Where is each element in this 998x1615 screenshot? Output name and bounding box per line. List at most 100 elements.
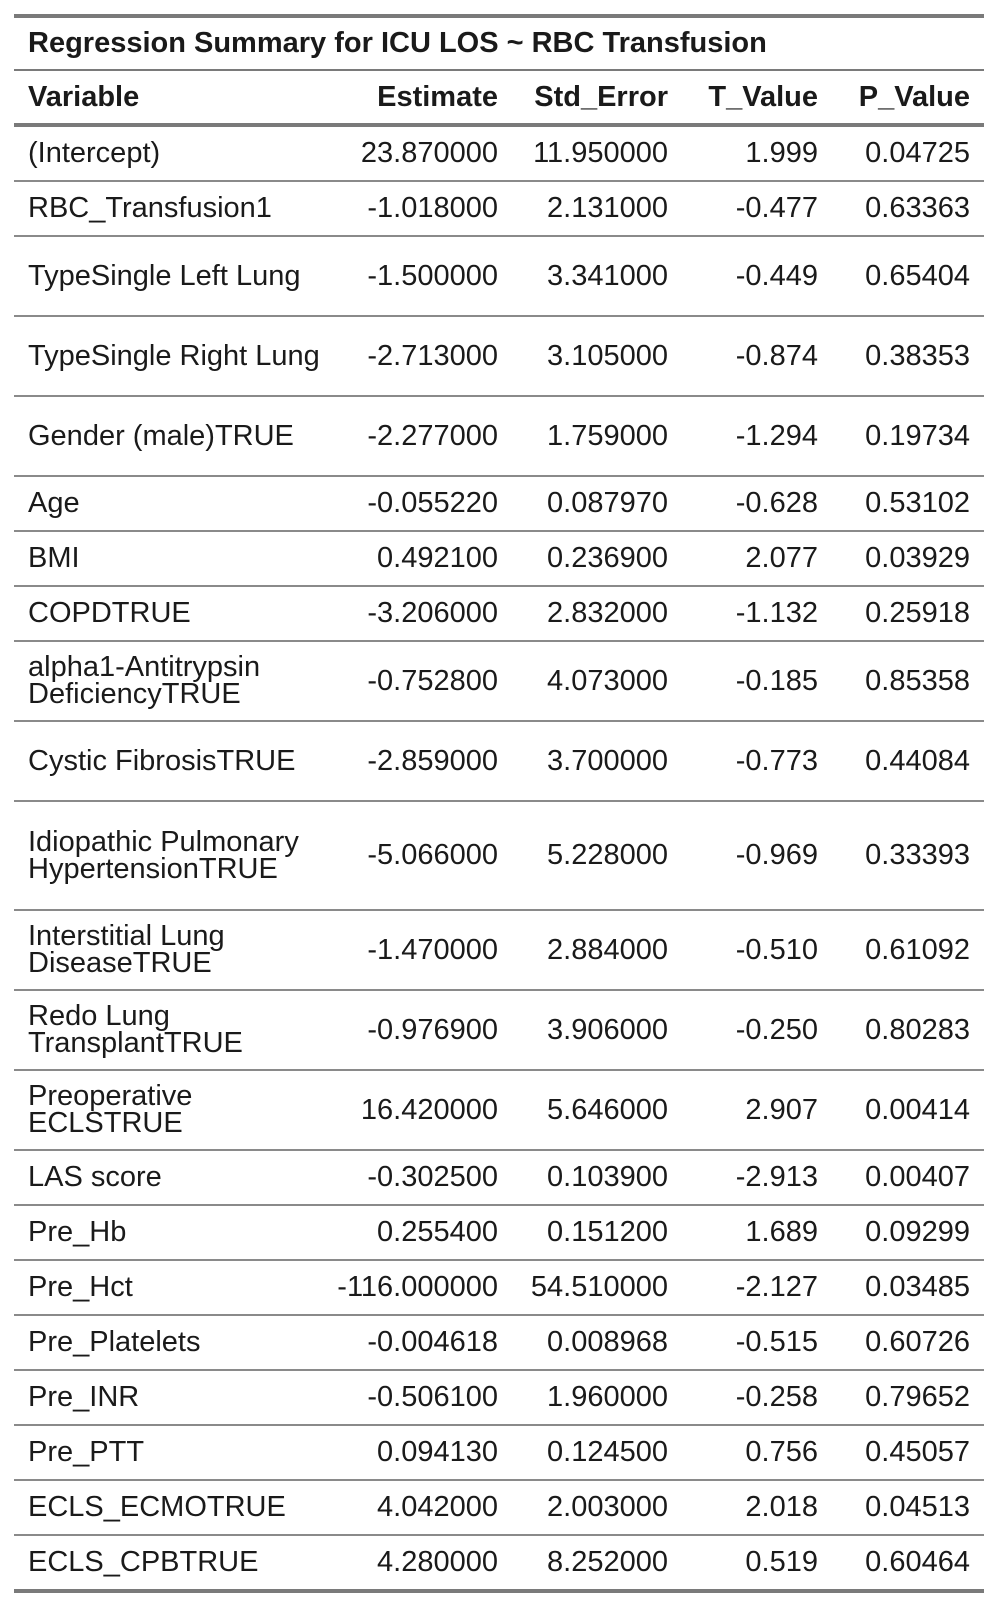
- std-error-cell: 0.151200: [512, 1205, 682, 1261]
- t-value-cell: -0.969: [682, 801, 832, 911]
- t-value-cell: -0.477: [682, 181, 832, 237]
- std-error-cell: 0.087970: [512, 476, 682, 532]
- table-row: Pre_PTT 0.094130 0.124500 0.756 0.45057: [14, 1425, 984, 1481]
- p-value-cell: 0.60464: [832, 1535, 984, 1593]
- table-row: Idiopathic Pulmonary HypertensionTRUE -5.…: [14, 801, 984, 911]
- p-value-cell: 0.04725: [832, 125, 984, 182]
- p-value-cell: 0.44084: [832, 721, 984, 802]
- std-error-cell: 0.236900: [512, 531, 682, 587]
- std-error-cell: 2.884000: [512, 910, 682, 991]
- variable-cell: Idiopathic Pulmonary HypertensionTRUE: [14, 801, 329, 911]
- p-value-cell: 0.45057: [832, 1425, 984, 1481]
- table-row: Pre_Platelets -0.004618 0.008968 -0.515 0.60…: [14, 1315, 984, 1371]
- t-value-cell: -1.294: [682, 396, 832, 477]
- t-value-cell: -0.628: [682, 476, 832, 532]
- std-error-cell: 1.759000: [512, 396, 682, 477]
- table-row: Pre_INR -0.506100 1.960000 -0.258 0.79652: [14, 1370, 984, 1426]
- table-row: RBC_Transfusion1 -1.018000 2.131000 -0.477 0…: [14, 181, 984, 237]
- t-value-cell: 2.907: [682, 1070, 832, 1151]
- t-value-cell: 0.756: [682, 1425, 832, 1481]
- table-row: Redo Lung TransplantTRUE -0.976900 3.90600…: [14, 990, 984, 1071]
- t-value-cell: 0.519: [682, 1535, 832, 1593]
- std-error-cell: 11.950000: [512, 125, 682, 182]
- estimate-cell: -3.206000: [329, 586, 512, 642]
- p-value-cell: 0.53102: [832, 476, 984, 532]
- table-row: BMI 0.492100 0.236900 2.077 0.03929: [14, 531, 984, 587]
- t-value-cell: -0.515: [682, 1315, 832, 1371]
- t-value-cell: 2.077: [682, 531, 832, 587]
- table-row: Pre_Hb 0.255400 0.151200 1.689 0.09299: [14, 1205, 984, 1261]
- std-error-cell: 54.510000: [512, 1260, 682, 1316]
- std-error-cell: 3.105000: [512, 316, 682, 397]
- p-value-cell: 0.03929: [832, 531, 984, 587]
- p-value-cell: 0.61092: [832, 910, 984, 991]
- t-value-cell: 1.689: [682, 1205, 832, 1261]
- p-value-cell: 0.00407: [832, 1150, 984, 1206]
- variable-cell: ECLS_ECMOTRUE: [14, 1480, 329, 1536]
- estimate-cell: -0.976900: [329, 990, 512, 1071]
- p-value-cell: 0.65404: [832, 236, 984, 317]
- p-value-cell: 0.19734: [832, 396, 984, 477]
- estimate-cell: -2.859000: [329, 721, 512, 802]
- std-error-cell: 0.124500: [512, 1425, 682, 1481]
- header-variable: Variable: [14, 71, 329, 127]
- table-row: COPDTRUE -3.206000 2.832000 -1.132 0.25918: [14, 586, 984, 642]
- std-error-cell: 2.131000: [512, 181, 682, 237]
- table-row: Interstitial Lung DiseaseTRUE -1.470000 2.…: [14, 910, 984, 991]
- p-value-cell: 0.38353: [832, 316, 984, 397]
- p-value-cell: 0.09299: [832, 1205, 984, 1261]
- table-row: Age -0.055220 0.087970 -0.628 0.53102: [14, 476, 984, 532]
- std-error-cell: 5.228000: [512, 801, 682, 911]
- estimate-cell: 4.280000: [329, 1535, 512, 1593]
- variable-cell: RBC_Transfusion1: [14, 181, 329, 237]
- estimate-cell: -0.302500: [329, 1150, 512, 1206]
- variable-cell: Pre_PTT: [14, 1425, 329, 1481]
- regression-table-container: Regression Summary for ICU LOS ~ RBC Tra…: [14, 14, 984, 1593]
- regression-table: Variable Estimate Std_Error T_Value P_Va…: [14, 71, 984, 1593]
- estimate-cell: -0.506100: [329, 1370, 512, 1426]
- std-error-cell: 2.832000: [512, 586, 682, 642]
- std-error-cell: 5.646000: [512, 1070, 682, 1151]
- variable-cell: COPDTRUE: [14, 586, 329, 642]
- variable-cell: BMI: [14, 531, 329, 587]
- table-row: LAS score -0.302500 0.103900 -2.913 0.00407: [14, 1150, 984, 1206]
- variable-cell: Interstitial Lung DiseaseTRUE: [14, 910, 329, 991]
- table-title: Regression Summary for ICU LOS ~ RBC Tra…: [14, 18, 984, 71]
- t-value-cell: -0.874: [682, 316, 832, 397]
- top-rule: [14, 14, 984, 18]
- p-value-cell: 0.25918: [832, 586, 984, 642]
- table-row: Gender (male)TRUE -2.277000 1.759000 -1.294…: [14, 396, 984, 477]
- std-error-cell: 1.960000: [512, 1370, 682, 1426]
- header-p-value: P_Value: [832, 71, 984, 127]
- table-row: Cystic FibrosisTRUE -2.859000 3.700000 -0.7…: [14, 721, 984, 802]
- estimate-cell: -1.470000: [329, 910, 512, 991]
- std-error-cell: 2.003000: [512, 1480, 682, 1536]
- t-value-cell: -0.449: [682, 236, 832, 317]
- p-value-cell: 0.33393: [832, 801, 984, 911]
- variable-cell: Gender (male)TRUE: [14, 396, 329, 477]
- header-row: Variable Estimate Std_Error T_Value P_Va…: [14, 71, 984, 127]
- estimate-cell: -0.055220: [329, 476, 512, 532]
- estimate-cell: -1.500000: [329, 236, 512, 317]
- variable-cell: Pre_Hb: [14, 1205, 329, 1261]
- estimate-cell: -1.018000: [329, 181, 512, 237]
- p-value-cell: 0.60726: [832, 1315, 984, 1371]
- std-error-cell: 4.073000: [512, 641, 682, 722]
- estimate-cell: -0.752800: [329, 641, 512, 722]
- estimate-cell: -2.713000: [329, 316, 512, 397]
- p-value-cell: 0.03485: [832, 1260, 984, 1316]
- variable-cell: TypeSingle Right Lung: [14, 316, 329, 397]
- std-error-cell: 8.252000: [512, 1535, 682, 1593]
- p-value-cell: 0.79652: [832, 1370, 984, 1426]
- std-error-cell: 0.008968: [512, 1315, 682, 1371]
- table-row: ECLS_ECMOTRUE 4.042000 2.003000 2.018 0.0451…: [14, 1480, 984, 1536]
- t-value-cell: 1.999: [682, 125, 832, 182]
- estimate-cell: 0.492100: [329, 531, 512, 587]
- table-row: ECLS_CPBTRUE 4.280000 8.252000 0.519 0.60464: [14, 1535, 984, 1593]
- variable-cell: LAS score: [14, 1150, 329, 1206]
- estimate-cell: 4.042000: [329, 1480, 512, 1536]
- estimate-cell: 0.094130: [329, 1425, 512, 1481]
- variable-cell: Pre_INR: [14, 1370, 329, 1426]
- t-value-cell: -2.127: [682, 1260, 832, 1316]
- header-estimate: Estimate: [329, 71, 512, 127]
